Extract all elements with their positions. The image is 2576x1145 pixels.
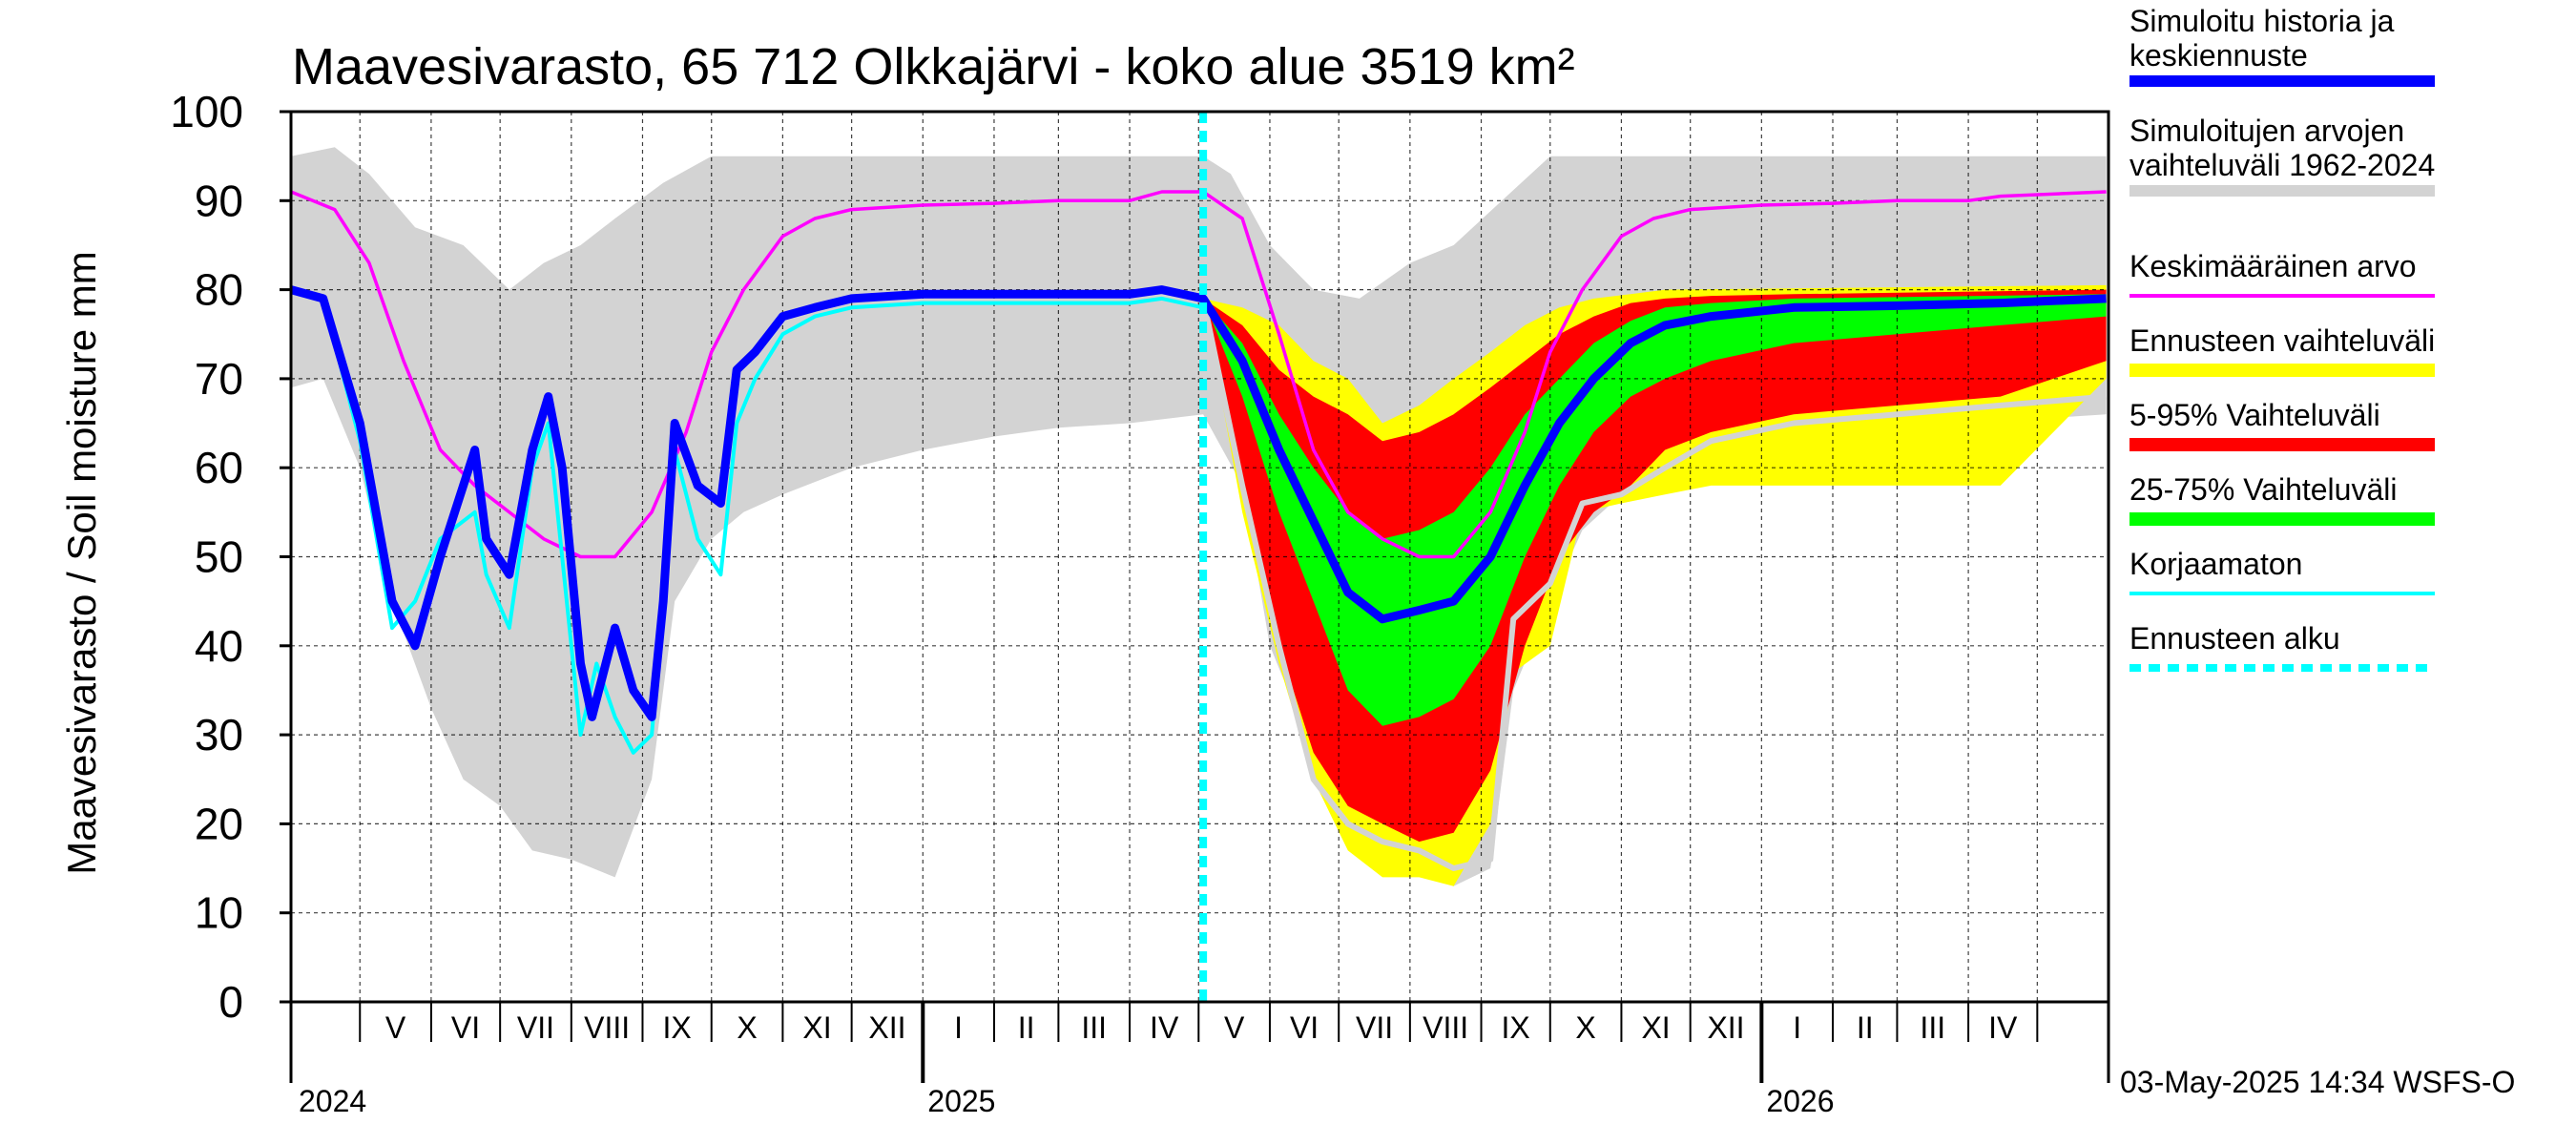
- month-label: IX: [1502, 1010, 1530, 1045]
- legend-p25-75-label: 25-75% Vaihteluväli: [2129, 472, 2397, 507]
- month-label: I: [1793, 1010, 1801, 1045]
- month-label: XII: [868, 1010, 905, 1045]
- y-tick-label: 10: [195, 888, 243, 938]
- month-label: XII: [1707, 1010, 1744, 1045]
- legend-historical-range-label: Simuloitujen arvojen vaihteluväli 1962-20…: [2129, 114, 2435, 182]
- legend-forecast-start-label: Ennusteen alku: [2129, 621, 2340, 656]
- month-label: V: [385, 1010, 406, 1045]
- chart-title: Maavesivarasto, 65 712 Olkkajärvi - koko…: [292, 38, 1575, 95]
- month-label: X: [1575, 1010, 1595, 1045]
- legend-forecast-range-label: Ennusteen vaihteluväli: [2129, 323, 2435, 358]
- month-label: IX: [662, 1010, 691, 1045]
- year-label: 2024: [299, 1084, 366, 1118]
- month-label: V: [1224, 1010, 1245, 1045]
- y-axis-label: Maavesivarasto / Soil moisture mm: [59, 251, 104, 875]
- month-label: VII: [1356, 1010, 1393, 1045]
- month-label: XI: [1641, 1010, 1670, 1045]
- data-lines: [289, 112, 2107, 1002]
- month-label: II: [1857, 1010, 1874, 1045]
- month-label: I: [954, 1010, 963, 1045]
- month-label: VIII: [1423, 1010, 1468, 1045]
- forecast-min-line: [1200, 298, 2107, 871]
- legend-p5-95-label: 5-95% Vaihteluväli: [2129, 398, 2380, 432]
- month-label: III: [1920, 1010, 1945, 1045]
- y-tick-label: 30: [195, 710, 243, 760]
- month-label: VII: [517, 1010, 554, 1045]
- y-tick-label: 90: [195, 176, 243, 225]
- month-label: XI: [802, 1010, 831, 1045]
- month-label: III: [1081, 1010, 1107, 1045]
- month-label: VI: [1290, 1010, 1319, 1045]
- legend: Simuloitu historia ja keskiennuste Simuloi…: [2129, 4, 2435, 672]
- year-label: 2026: [1766, 1084, 1834, 1118]
- y-tick-label: 50: [195, 532, 243, 582]
- year-label: 2025: [927, 1084, 995, 1118]
- month-label: II: [1018, 1010, 1035, 1045]
- month-label: X: [737, 1010, 757, 1045]
- y-tick-label: 70: [195, 354, 243, 404]
- footer-timestamp: 03-May-2025 14:34 WSFS-O: [2120, 1065, 2515, 1099]
- y-tick-label: 100: [170, 87, 243, 136]
- legend-mean-label: Keskimääräinen arvo: [2129, 249, 2417, 283]
- month-label: VIII: [584, 1010, 630, 1045]
- legend-uncorrected-label: Korjaamaton: [2129, 547, 2302, 581]
- month-label: IV: [1150, 1010, 1179, 1045]
- y-tick-label: 20: [195, 799, 243, 848]
- p25-75-band: [1203, 294, 2107, 726]
- simulated-line: [289, 285, 2107, 721]
- mean-line: [290, 190, 2107, 559]
- y-tick-label: 80: [195, 265, 243, 315]
- y-tick-label: 40: [195, 621, 243, 671]
- month-label: IV: [1988, 1010, 2018, 1045]
- month-label: VI: [451, 1010, 480, 1045]
- legend-simulated-label: Simuloitu historia ja keskiennuste: [2129, 4, 2395, 73]
- y-tick-label: 60: [195, 443, 243, 492]
- y-tick-label: 0: [218, 977, 243, 1027]
